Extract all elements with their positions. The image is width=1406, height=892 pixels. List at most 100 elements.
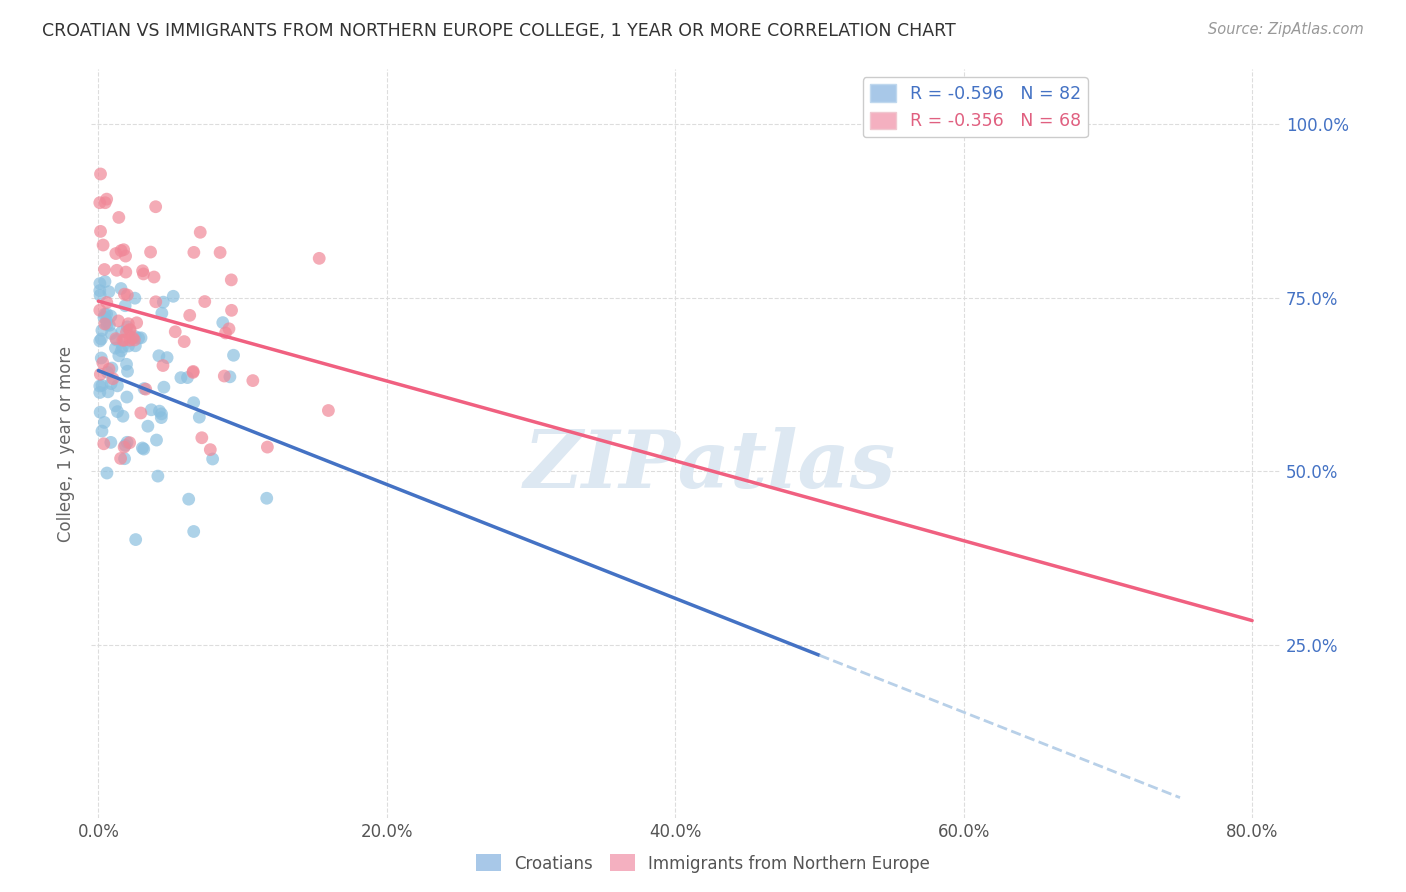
Point (222, 348, 245, 362)
Point (176, 370, 198, 384)
Point (150, 407, 173, 421)
Point (125, 316, 148, 330)
Point (256, 491, 278, 506)
Point (96, 314, 118, 328)
Point (111, 325, 134, 339)
Point (117, 288, 139, 302)
Point (153, 380, 176, 394)
Point (221, 303, 243, 318)
Point (90, 351, 112, 365)
Point (89, 195, 111, 210)
Point (114, 299, 136, 313)
Point (90, 224, 112, 238)
Point (89, 405, 111, 419)
Point (93, 437, 115, 451)
Point (131, 264, 153, 278)
Point (115, 390, 138, 404)
Y-axis label: College, 1 year or more: College, 1 year or more (58, 345, 75, 541)
Point (117, 317, 139, 331)
Point (200, 442, 222, 457)
Point (89, 303, 111, 318)
Point (114, 438, 136, 452)
Point (183, 245, 205, 260)
Legend: R = -0.596   N = 82, R = -0.356   N = 68: R = -0.596 N = 82, R = -0.356 N = 68 (863, 78, 1088, 137)
Point (114, 249, 136, 263)
Point (97, 384, 120, 399)
Point (104, 399, 127, 413)
Point (148, 404, 170, 418)
Point (107, 404, 129, 418)
Point (141, 402, 163, 417)
Point (129, 406, 152, 420)
Point (93, 307, 115, 321)
Point (94, 317, 117, 331)
Point (122, 331, 145, 345)
Point (94, 195, 117, 210)
Point (118, 435, 141, 450)
Point (91, 378, 114, 392)
Point (104, 332, 127, 346)
Point (221, 273, 243, 287)
Point (181, 364, 204, 378)
Point (191, 431, 214, 445)
Point (96, 192, 118, 206)
Point (124, 329, 146, 343)
Point (214, 326, 236, 340)
Point (98, 362, 121, 376)
Text: ZIPatlas: ZIPatlas (524, 427, 896, 505)
Point (201, 452, 224, 467)
Point (152, 359, 174, 373)
Point (173, 334, 195, 349)
Point (100, 376, 122, 391)
Point (89, 277, 111, 291)
Point (188, 225, 211, 239)
Point (100, 309, 122, 323)
Point (104, 246, 127, 260)
Point (89, 334, 111, 348)
Legend: Croatians, Immigrants from Northern Europe: Croatians, Immigrants from Northern Euro… (470, 847, 936, 880)
Point (218, 322, 240, 336)
Point (110, 451, 132, 466)
Point (108, 349, 131, 363)
Point (152, 295, 174, 310)
Point (150, 306, 173, 320)
Point (96, 295, 118, 310)
Point (110, 244, 132, 258)
Point (145, 294, 167, 309)
Point (132, 267, 155, 281)
Point (105, 263, 128, 277)
Point (97, 285, 120, 299)
Point (135, 382, 157, 396)
Text: Source: ZipAtlas.com: Source: ZipAtlas.com (1208, 22, 1364, 37)
Point (96, 466, 118, 480)
Point (146, 469, 169, 483)
Point (308, 252, 330, 266)
Point (124, 291, 146, 305)
Point (108, 211, 131, 225)
Point (96, 318, 118, 332)
Point (124, 333, 146, 347)
Point (111, 409, 134, 424)
Point (105, 333, 128, 347)
Point (128, 331, 150, 345)
Point (118, 333, 141, 347)
Point (100, 435, 122, 450)
Point (131, 441, 153, 455)
Point (181, 365, 204, 379)
Point (188, 410, 211, 425)
Point (112, 440, 135, 454)
Point (139, 245, 162, 260)
Point (89, 385, 111, 400)
Point (115, 435, 138, 450)
Point (105, 379, 128, 393)
Point (104, 341, 127, 355)
Point (93, 262, 115, 277)
Point (132, 442, 155, 456)
Point (143, 270, 166, 285)
Point (111, 340, 134, 354)
Point (162, 289, 184, 303)
Point (124, 339, 146, 353)
Point (94, 275, 117, 289)
Point (183, 524, 205, 539)
Point (96, 307, 118, 321)
